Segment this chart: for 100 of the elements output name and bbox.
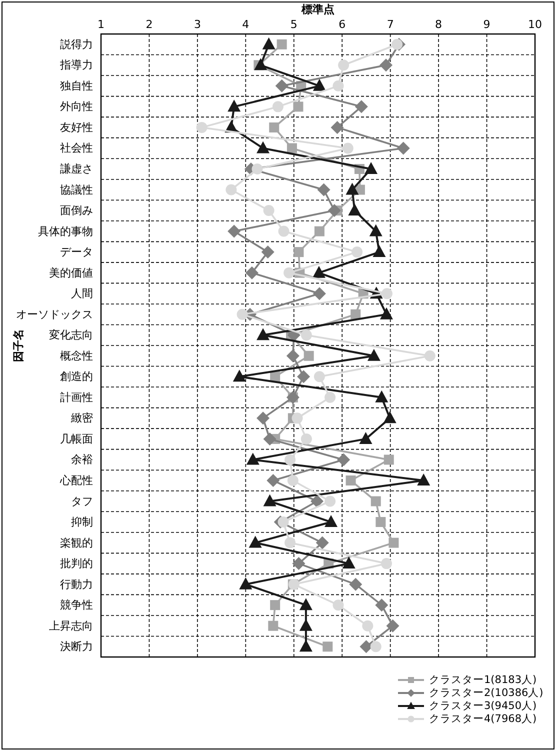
- point: [254, 58, 268, 70]
- legend-label: クラスター2(10386人): [429, 687, 544, 699]
- y-tick-label: オーソドックス: [16, 308, 93, 321]
- point: [304, 350, 314, 361]
- point: [256, 412, 270, 425]
- y-tick-label: 几帳面: [60, 432, 93, 446]
- point: [370, 641, 382, 652]
- point: [317, 183, 330, 196]
- y-tick-label: 独自性: [60, 79, 93, 92]
- point: [297, 370, 310, 384]
- point: [263, 205, 274, 216]
- point: [354, 100, 368, 114]
- point: [276, 39, 287, 50]
- x-tick-label: 9: [483, 18, 490, 31]
- point: [372, 245, 386, 258]
- point: [228, 100, 241, 112]
- point: [293, 102, 304, 112]
- y-tick-label: 社会性: [60, 142, 93, 155]
- point: [380, 558, 392, 570]
- point: [360, 640, 373, 654]
- point: [346, 182, 359, 195]
- y-tick-label: 変化志向: [49, 328, 93, 342]
- y-tick-label: 抑制: [71, 516, 93, 529]
- x-tick-label: 4: [242, 18, 250, 31]
- y-tick-label: 説得力: [60, 38, 93, 51]
- point: [364, 162, 378, 174]
- point: [263, 494, 276, 506]
- x-tick-label: 6: [338, 18, 346, 31]
- y-tick-label: 行動力: [60, 578, 93, 591]
- x-tick-label: 5: [290, 18, 298, 31]
- x-tick-label: 1: [98, 18, 104, 31]
- point: [299, 598, 312, 610]
- point: [278, 226, 290, 237]
- x-tick-label: 10: [528, 18, 542, 31]
- point: [299, 640, 312, 652]
- point: [324, 496, 336, 507]
- point: [232, 370, 246, 382]
- y-tick-label: 具体的事物: [38, 224, 93, 238]
- point: [322, 642, 333, 652]
- point: [248, 536, 262, 548]
- point: [381, 288, 392, 300]
- point: [284, 267, 295, 278]
- point: [245, 266, 258, 280]
- point: [396, 142, 410, 155]
- point: [256, 328, 270, 340]
- point: [312, 287, 326, 300]
- point: [196, 122, 208, 133]
- y-tick-label: 計画性: [60, 390, 93, 404]
- point: [278, 516, 289, 528]
- y-tick-label: 楽観的: [60, 536, 93, 550]
- point: [346, 475, 356, 486]
- point: [239, 577, 252, 590]
- point: [314, 226, 324, 236]
- point: [246, 452, 260, 465]
- y-tick-label: 人間: [71, 287, 93, 300]
- point: [392, 38, 403, 50]
- point: [376, 517, 386, 528]
- point: [284, 537, 296, 548]
- y-tick-label: 外向性: [60, 100, 93, 114]
- point: [252, 163, 263, 174]
- y-tick-label: 概念性: [60, 349, 93, 362]
- x-axis-title: 標準点: [300, 3, 334, 16]
- point: [338, 60, 350, 71]
- point: [262, 37, 276, 50]
- point: [284, 454, 296, 466]
- point: [272, 101, 284, 112]
- y-tick-label: 決断力: [60, 640, 93, 654]
- point: [294, 247, 304, 258]
- point: [312, 266, 326, 278]
- point: [256, 141, 270, 154]
- point: [362, 620, 374, 632]
- point: [330, 120, 344, 134]
- y-tick-label: 美的価値: [49, 266, 93, 280]
- point: [386, 619, 400, 632]
- point: [367, 348, 380, 361]
- point: [314, 371, 325, 382]
- y-tick-label: 指導力: [59, 58, 93, 72]
- point: [332, 80, 344, 92]
- point: [236, 308, 248, 320]
- point: [375, 598, 388, 612]
- y-axis-title: 因子名: [12, 329, 25, 362]
- y-tick-label: 競争性: [60, 598, 93, 612]
- y-tick-label: 友好性: [60, 120, 93, 134]
- point: [286, 143, 297, 154]
- point: [275, 79, 288, 92]
- y-tick-label: 心配性: [59, 474, 93, 487]
- point: [424, 350, 436, 362]
- point: [349, 578, 362, 591]
- point: [266, 474, 280, 487]
- point: [324, 515, 338, 528]
- point: [226, 184, 237, 196]
- x-tick-label: 2: [146, 18, 153, 31]
- point: [383, 411, 396, 424]
- point: [261, 246, 274, 259]
- y-tick-label: 面倒み: [60, 204, 93, 218]
- y-tick-label: 批判的: [60, 557, 93, 570]
- y-tick-label: 協議性: [60, 183, 93, 196]
- point: [292, 557, 306, 570]
- point: [299, 618, 312, 631]
- point: [269, 122, 280, 132]
